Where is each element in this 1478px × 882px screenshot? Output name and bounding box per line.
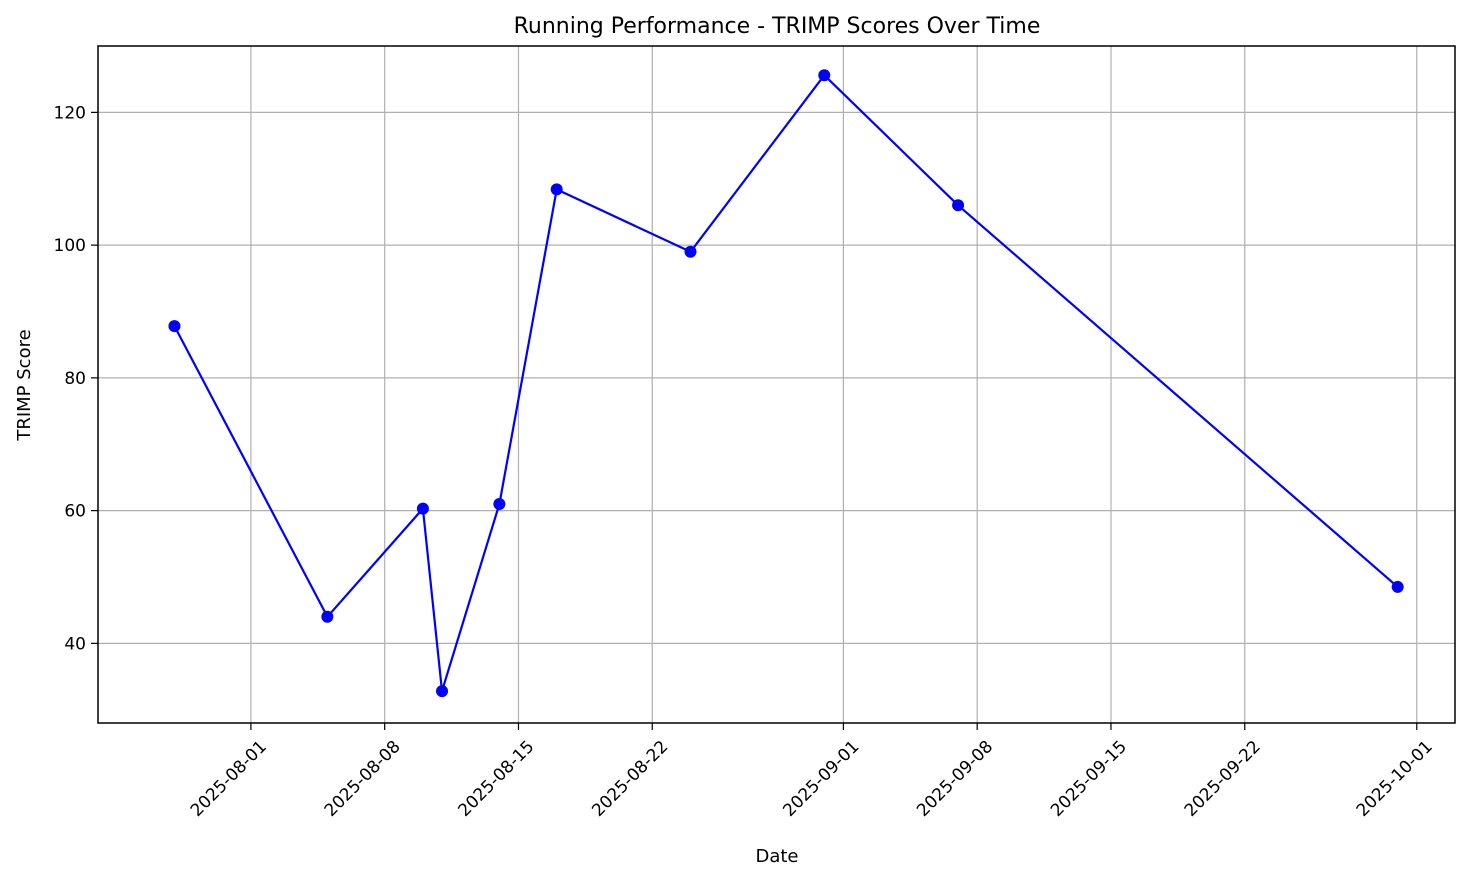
series-layer xyxy=(168,69,1404,698)
x-tick-label: 2025-09-15 xyxy=(1047,737,1131,821)
y-tick-label: 120 xyxy=(54,103,86,123)
plot-frame xyxy=(97,45,1456,724)
x-tick-label: 2025-08-15 xyxy=(454,737,538,821)
series-line xyxy=(173,74,1399,693)
grid-lines xyxy=(98,46,1455,723)
x-tick-label: 2025-09-08 xyxy=(913,737,997,821)
y-tick-label: 100 xyxy=(54,236,86,256)
data-point[interactable] xyxy=(321,610,334,623)
x-tick-label: 2025-08-22 xyxy=(588,737,672,821)
data-point[interactable] xyxy=(952,199,965,212)
data-point[interactable] xyxy=(550,183,563,196)
x-tick-label: 2025-09-22 xyxy=(1181,737,1265,821)
y-axis: 40 60 80 100 120 xyxy=(54,103,98,654)
data-point[interactable] xyxy=(1391,580,1404,593)
x-tick-label: 2025-09-01 xyxy=(779,737,863,821)
x-tick-label: 2025-08-08 xyxy=(321,737,405,821)
data-point[interactable] xyxy=(416,502,429,515)
chart-title: Running Performance - TRIMP Scores Over … xyxy=(514,14,1041,39)
x-tick-label: 2025-10-01 xyxy=(1353,737,1437,821)
data-point[interactable] xyxy=(684,245,697,258)
y-axis-label: TRIMP Score xyxy=(14,329,35,441)
x-axis-label: Date xyxy=(755,846,798,867)
data-point[interactable] xyxy=(493,497,506,510)
x-tick-label: 2025-08-01 xyxy=(187,737,271,821)
data-point[interactable] xyxy=(168,320,181,333)
data-point[interactable] xyxy=(818,69,831,82)
data-point[interactable] xyxy=(436,685,449,698)
x-axis: 2025-08-01 2025-08-08 2025-08-15 2025-08-22… xyxy=(187,723,1437,821)
y-tick-label: 40 xyxy=(64,634,86,654)
y-tick-label: 80 xyxy=(64,369,86,389)
y-tick-label: 60 xyxy=(64,502,86,522)
